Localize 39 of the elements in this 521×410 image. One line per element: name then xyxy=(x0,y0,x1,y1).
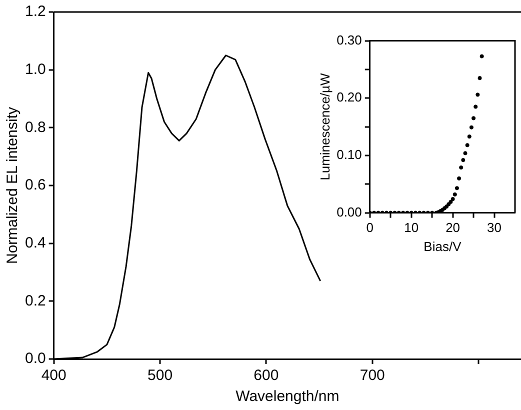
point xyxy=(467,134,472,139)
point xyxy=(454,186,460,190)
y-tick-label: 0.10 xyxy=(336,147,362,162)
y-tick-label: 1.0 xyxy=(24,60,46,78)
point xyxy=(459,165,464,170)
y-axis-title: Luminescence/µW xyxy=(317,72,332,180)
point xyxy=(476,92,480,97)
point xyxy=(465,143,470,148)
y-tick-label: 0.00 xyxy=(336,204,362,220)
x-tick-label: 700 xyxy=(360,367,385,384)
point xyxy=(469,125,474,130)
point xyxy=(461,158,466,162)
x-tick-label: 0 xyxy=(366,220,374,236)
point xyxy=(474,104,478,109)
y-axis-title: Normalized EL intensity xyxy=(4,106,22,264)
y-tick-label: 0.8 xyxy=(24,118,46,136)
x-tick-label: 30 xyxy=(487,220,502,236)
point xyxy=(456,176,462,180)
x-tick-label: 20 xyxy=(446,220,460,236)
point xyxy=(478,76,482,80)
y-tick-label: 0.4 xyxy=(24,234,46,252)
x-tick-label: 500 xyxy=(148,367,173,384)
x-tick-label: 10 xyxy=(404,220,419,236)
y-tick-label: 0.20 xyxy=(336,90,362,105)
x-axis-title: Bias/V xyxy=(424,238,462,254)
x-tick-label: 600 xyxy=(254,367,279,384)
point xyxy=(463,151,468,156)
y-tick-label: 1.2 xyxy=(24,3,46,20)
y-tick-label: 0.0 xyxy=(24,350,46,368)
x-axis-title: Wavelength/nm xyxy=(236,388,340,406)
point xyxy=(471,116,476,120)
y-tick-label: 0.2 xyxy=(24,292,46,310)
point xyxy=(450,196,455,202)
point xyxy=(448,200,453,204)
point xyxy=(480,54,484,58)
point xyxy=(452,192,457,197)
y-tick-label: 0.6 xyxy=(24,176,46,194)
x-tick-label: 400 xyxy=(41,367,66,384)
y-tick-label: 0.30 xyxy=(336,32,362,48)
